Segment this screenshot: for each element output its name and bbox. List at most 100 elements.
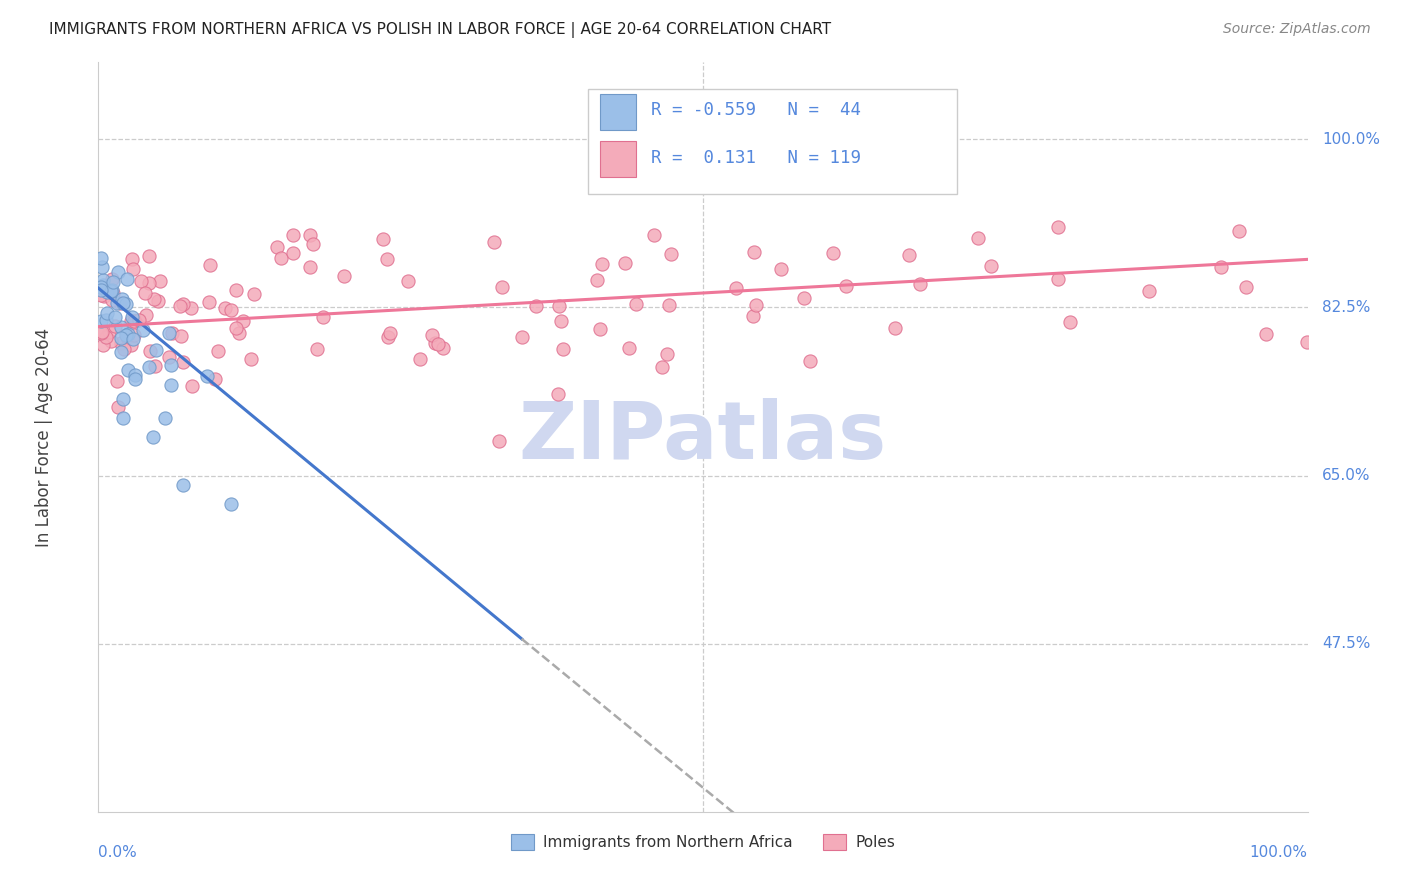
Point bbox=[835, 279, 858, 293]
Point bbox=[90, 287, 112, 301]
Point bbox=[93, 289, 115, 303]
Point bbox=[551, 342, 574, 356]
Point bbox=[110, 320, 132, 334]
Point bbox=[145, 343, 167, 357]
Point bbox=[898, 248, 921, 262]
Point bbox=[198, 295, 221, 310]
Point bbox=[90, 252, 112, 266]
Point bbox=[172, 297, 194, 311]
Point bbox=[745, 298, 768, 312]
Point bbox=[97, 325, 120, 339]
Point bbox=[651, 360, 673, 375]
Point bbox=[157, 350, 180, 364]
Point bbox=[160, 326, 183, 341]
Point bbox=[101, 272, 124, 286]
Point bbox=[107, 265, 129, 279]
Point bbox=[138, 360, 160, 375]
Point bbox=[172, 478, 194, 492]
Point bbox=[619, 341, 641, 355]
Point bbox=[103, 286, 125, 301]
Point bbox=[124, 368, 146, 382]
Point bbox=[142, 430, 165, 444]
Point bbox=[1296, 334, 1319, 349]
Point bbox=[281, 227, 304, 242]
Legend: Immigrants from Northern Africa, Poles: Immigrants from Northern Africa, Poles bbox=[505, 829, 901, 856]
Point bbox=[115, 297, 138, 311]
Point bbox=[377, 330, 399, 344]
Point bbox=[427, 337, 450, 351]
Point bbox=[547, 387, 569, 401]
Text: IMMIGRANTS FROM NORTHERN AFRICA VS POLISH IN LABOR FORCE | AGE 20-64 CORRELATION: IMMIGRANTS FROM NORTHERN AFRICA VS POLIS… bbox=[49, 22, 831, 38]
Point bbox=[129, 275, 152, 289]
Point bbox=[142, 292, 165, 306]
Point bbox=[138, 343, 160, 358]
Point bbox=[143, 359, 166, 373]
Point bbox=[112, 343, 135, 357]
Point bbox=[172, 355, 194, 369]
Point bbox=[225, 283, 247, 297]
Point bbox=[298, 260, 321, 274]
Point bbox=[742, 309, 765, 323]
Text: 47.5%: 47.5% bbox=[1322, 636, 1371, 651]
Point bbox=[793, 291, 815, 305]
Point bbox=[115, 330, 138, 344]
Point bbox=[195, 369, 218, 384]
Point bbox=[491, 280, 513, 294]
Point bbox=[148, 293, 170, 308]
Point bbox=[180, 301, 202, 316]
Point bbox=[266, 240, 288, 254]
Point bbox=[90, 280, 112, 294]
Point bbox=[135, 308, 157, 322]
Point bbox=[115, 327, 138, 342]
Point bbox=[115, 272, 138, 286]
Point bbox=[624, 296, 647, 310]
Point bbox=[586, 273, 609, 287]
Point bbox=[110, 336, 132, 351]
Point bbox=[105, 374, 128, 388]
Point bbox=[90, 283, 112, 297]
Point bbox=[420, 327, 443, 342]
Point bbox=[138, 277, 160, 291]
Point bbox=[228, 326, 250, 340]
Text: In Labor Force | Age 20-64: In Labor Force | Age 20-64 bbox=[35, 327, 53, 547]
Point bbox=[242, 287, 264, 301]
Point bbox=[96, 306, 118, 320]
Point bbox=[967, 231, 990, 245]
Bar bbox=[600, 141, 637, 178]
Point bbox=[655, 347, 678, 361]
Point bbox=[659, 247, 682, 261]
Text: 0.0%: 0.0% bbox=[98, 846, 138, 861]
Point bbox=[484, 235, 506, 249]
Point bbox=[884, 321, 907, 335]
Point bbox=[281, 246, 304, 260]
Point bbox=[94, 330, 117, 344]
Point bbox=[589, 322, 612, 336]
Point bbox=[132, 323, 155, 337]
Point bbox=[225, 321, 247, 335]
Text: R = -0.559   N =  44: R = -0.559 N = 44 bbox=[651, 101, 860, 119]
Point bbox=[312, 310, 335, 325]
Point bbox=[207, 343, 229, 358]
Point bbox=[1047, 219, 1070, 234]
Text: Source: ZipAtlas.com: Source: ZipAtlas.com bbox=[1223, 22, 1371, 37]
Point bbox=[1059, 315, 1081, 329]
Point bbox=[591, 257, 613, 271]
Point bbox=[107, 401, 129, 415]
Point bbox=[307, 343, 329, 357]
Point bbox=[488, 434, 510, 448]
Point bbox=[93, 273, 115, 287]
Point bbox=[1254, 327, 1277, 342]
Point bbox=[91, 277, 114, 292]
Point bbox=[204, 372, 226, 386]
Point bbox=[134, 286, 156, 301]
Point bbox=[1046, 271, 1069, 285]
Point bbox=[117, 326, 139, 341]
Point bbox=[100, 284, 122, 298]
Point bbox=[547, 299, 569, 313]
Point bbox=[111, 295, 134, 310]
Point bbox=[96, 285, 118, 299]
Point bbox=[398, 274, 420, 288]
Point bbox=[104, 310, 127, 325]
Point bbox=[550, 314, 572, 328]
Point bbox=[124, 372, 146, 386]
